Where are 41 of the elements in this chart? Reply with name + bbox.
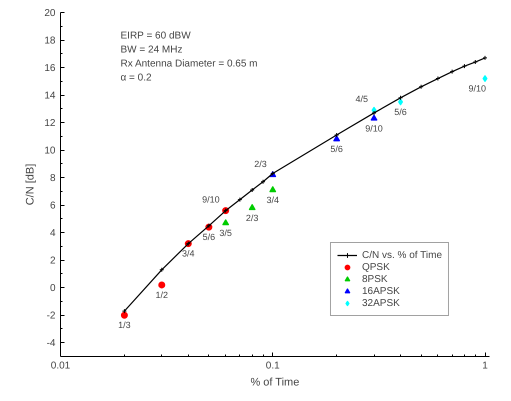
y-tick-label: -2 (46, 310, 56, 322)
annotation: BW = 24 MHz (120, 44, 182, 56)
y-axis-title: C/N [dB] (24, 164, 36, 206)
legend-label: C/N vs. % of Time (362, 249, 442, 261)
annotation: 3/4 (182, 248, 195, 259)
annotation: 5/6 (394, 106, 407, 117)
x-axis-title: % of Time (250, 376, 300, 388)
y-tick-label: -4 (46, 338, 56, 350)
y-tick-label: 14 (44, 90, 56, 102)
annotation: 2/3 (254, 158, 267, 169)
annotation: 2/3 (246, 212, 258, 223)
annotation: 3/4 (266, 195, 280, 206)
legend-label: 32APSK (362, 297, 400, 309)
annotation: 3/5 (219, 228, 232, 238)
annotation: EIRP = 60 dBW (120, 30, 192, 42)
x-tick-label: 0.1 (266, 360, 280, 372)
y-tick-label: 20 (44, 8, 56, 19)
y-tick-label: 0 (50, 283, 56, 294)
annotation: 5/6 (202, 232, 216, 242)
y-tick-label: 10 (44, 146, 56, 157)
annotation: 1/2 (156, 290, 168, 300)
legend-label: 16APSK (362, 285, 400, 297)
legend-label: 8PSK (362, 273, 388, 285)
annotation: 4/5 (356, 94, 368, 104)
y-tick-label: 16 (44, 63, 56, 74)
annotation: 9/10 (365, 123, 383, 134)
y-tick-label: 6 (50, 200, 56, 212)
y-tick-label: 8 (50, 173, 56, 184)
annotation: α = 0.2 (120, 72, 152, 84)
annotation: Rx Antenna Diameter = 0.65 m (120, 58, 258, 70)
legend-label: QPSK (362, 261, 390, 273)
annotation: 1/3 (118, 320, 131, 330)
annotation: 9/10 (468, 84, 486, 94)
y-tick-label: 4 (50, 228, 56, 240)
y-tick-label: 2 (50, 256, 56, 267)
y-tick-label: 12 (44, 118, 56, 130)
x-tick-label: 0.01 (50, 360, 71, 372)
annotation: 5/6 (330, 144, 343, 154)
y-tick-label: 18 (44, 36, 56, 47)
annotation: 9/10 (202, 194, 220, 205)
x-tick-label: 1 (482, 360, 488, 372)
